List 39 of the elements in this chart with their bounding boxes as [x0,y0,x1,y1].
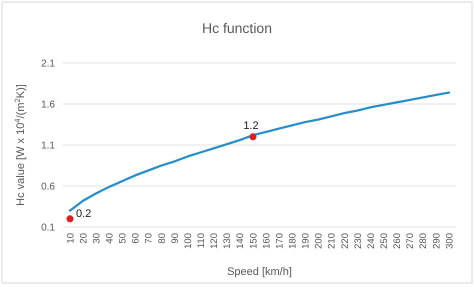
x-tick-label: 50 [118,233,129,244]
x-tick-label: 280 [418,233,430,249]
x-tick-label: 150 [248,233,260,249]
x-tick-label: 70 [144,233,155,244]
data-label: 1.2 [243,120,259,132]
x-tick-label: 100 [182,233,194,249]
x-tick-label: 20 [78,233,90,244]
x-tick-label: 230 [352,233,364,249]
x-tick-label: 210 [326,233,338,249]
x-tick-label: 180 [287,233,298,249]
y-tick-label: 1.1 [41,140,56,152]
x-axis-title: Speed [km/h] [227,266,292,278]
x-tick-label: 220 [340,233,351,249]
x-tick-label: 170 [274,233,286,249]
data-label: 0.2 [76,208,92,220]
x-tick-label: 240 [366,233,377,249]
x-tick-label: 250 [378,233,390,249]
x-tick-label: 110 [196,233,208,248]
x-tick-label: 30 [91,233,102,244]
y-tick-label: 1.6 [41,100,56,110]
x-tick-label: 90 [170,233,181,244]
x-tick-label: 270 [405,233,416,249]
x-tick-label: 60 [130,233,142,244]
x-tick-label: 160 [261,233,272,249]
chart-title: Hc function [202,20,272,36]
x-tick-label: 130 [222,233,234,249]
y-tick-label: 0.1 [41,222,56,234]
x-tick-label: 140 [235,233,246,249]
x-tick-label: 40 [104,233,116,244]
x-tick-label: 300 [444,233,456,249]
x-tick-label: 260 [392,233,404,249]
x-tick-label: 10 [65,233,76,244]
x-tick-label: 200 [314,233,325,249]
x-tick-label: 290 [431,233,442,249]
x-tick-label: 80 [156,233,168,244]
x-tick-label: 190 [300,233,312,249]
y-tick-label: 0.6 [41,182,56,192]
y-tick-label: 2.1 [41,58,56,70]
x-tick-label: 120 [209,233,220,249]
